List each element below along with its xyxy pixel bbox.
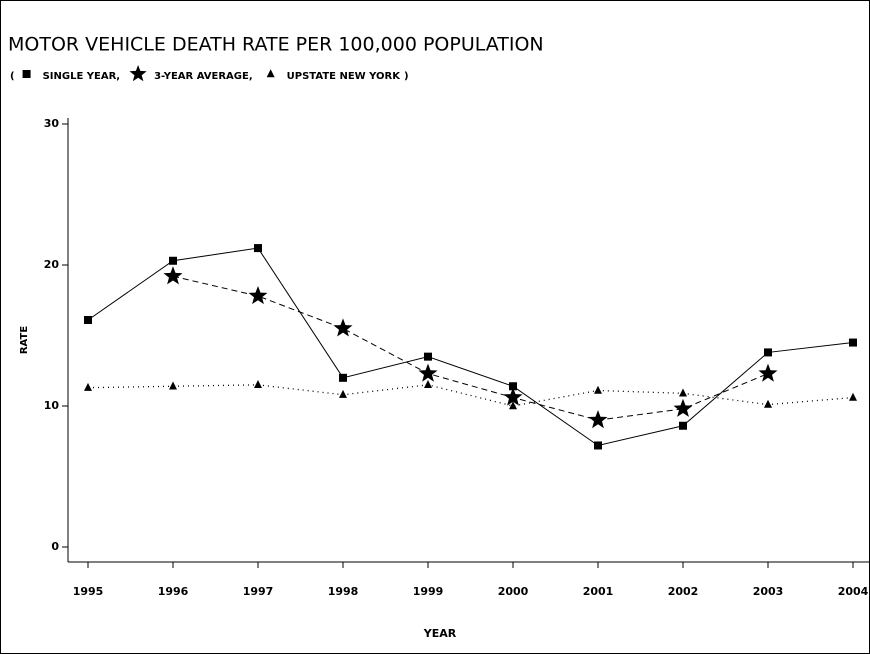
y-tick-label: 30 bbox=[44, 117, 60, 130]
marker-square bbox=[424, 352, 432, 361]
legend-bracket: ) bbox=[404, 71, 409, 82]
marker-square bbox=[849, 338, 857, 347]
x-tick-label: 1999 bbox=[413, 585, 444, 598]
marker-square bbox=[84, 315, 92, 324]
marker-star bbox=[758, 363, 778, 382]
marker-triangle bbox=[679, 388, 687, 397]
marker-square bbox=[594, 441, 602, 450]
x-tick-label: 1997 bbox=[243, 585, 274, 598]
marker-triangle bbox=[254, 380, 262, 389]
y-tick-label: 0 bbox=[51, 540, 59, 553]
marker-square bbox=[339, 373, 347, 382]
x-tick-label: 2003 bbox=[753, 585, 784, 598]
marker-star bbox=[673, 398, 693, 417]
x-tick-label: 2004 bbox=[838, 585, 869, 598]
marker-triangle bbox=[764, 399, 772, 408]
legend-label: 3-YEAR AVERAGE bbox=[154, 71, 249, 82]
marker-triangle bbox=[424, 380, 432, 389]
marker-square bbox=[22, 70, 31, 78]
x-tick-label: 1996 bbox=[158, 585, 189, 598]
marker-star bbox=[503, 387, 523, 406]
marker-star bbox=[588, 410, 608, 429]
marker-square bbox=[254, 244, 262, 253]
series-line bbox=[87, 247, 854, 447]
y-axis-label: RATE bbox=[19, 326, 30, 354]
legend-label: UPSTATE NEW YORK bbox=[287, 71, 402, 82]
marker-triangle bbox=[849, 392, 857, 401]
marker-triangle bbox=[169, 381, 177, 390]
x-tick-label: 1995 bbox=[73, 585, 104, 598]
marker-star bbox=[333, 318, 353, 337]
x-tick-label: 1998 bbox=[328, 585, 359, 598]
marker-triangle bbox=[84, 382, 92, 391]
x-axis-label: YEAR bbox=[423, 627, 457, 640]
marker-star bbox=[129, 65, 147, 82]
series-line bbox=[172, 275, 769, 421]
legend-separator: , bbox=[249, 71, 253, 82]
y-tick-label: 20 bbox=[44, 258, 60, 271]
marker-triangle bbox=[594, 385, 602, 394]
marker-square bbox=[509, 382, 517, 391]
legend-label: SINGLE YEAR bbox=[43, 71, 117, 82]
x-tick-label: 2000 bbox=[498, 585, 529, 598]
marker-triangle bbox=[266, 69, 275, 78]
marker-triangle bbox=[339, 389, 347, 398]
marker-triangle bbox=[509, 401, 517, 410]
x-tick-label: 2001 bbox=[583, 585, 614, 598]
marker-star bbox=[248, 286, 268, 305]
marker-square bbox=[169, 256, 177, 265]
marker-star bbox=[418, 363, 438, 382]
x-tick-label: 2002 bbox=[668, 585, 699, 598]
y-tick-label: 10 bbox=[44, 399, 60, 412]
legend-separator: , bbox=[116, 71, 120, 82]
marker-square bbox=[679, 421, 687, 430]
marker-square bbox=[764, 348, 772, 357]
chart-title: MOTOR VEHICLE DEATH RATE PER 100,000 POP… bbox=[8, 34, 544, 56]
marker-star bbox=[163, 266, 183, 285]
legend-bracket: ( bbox=[10, 71, 15, 82]
